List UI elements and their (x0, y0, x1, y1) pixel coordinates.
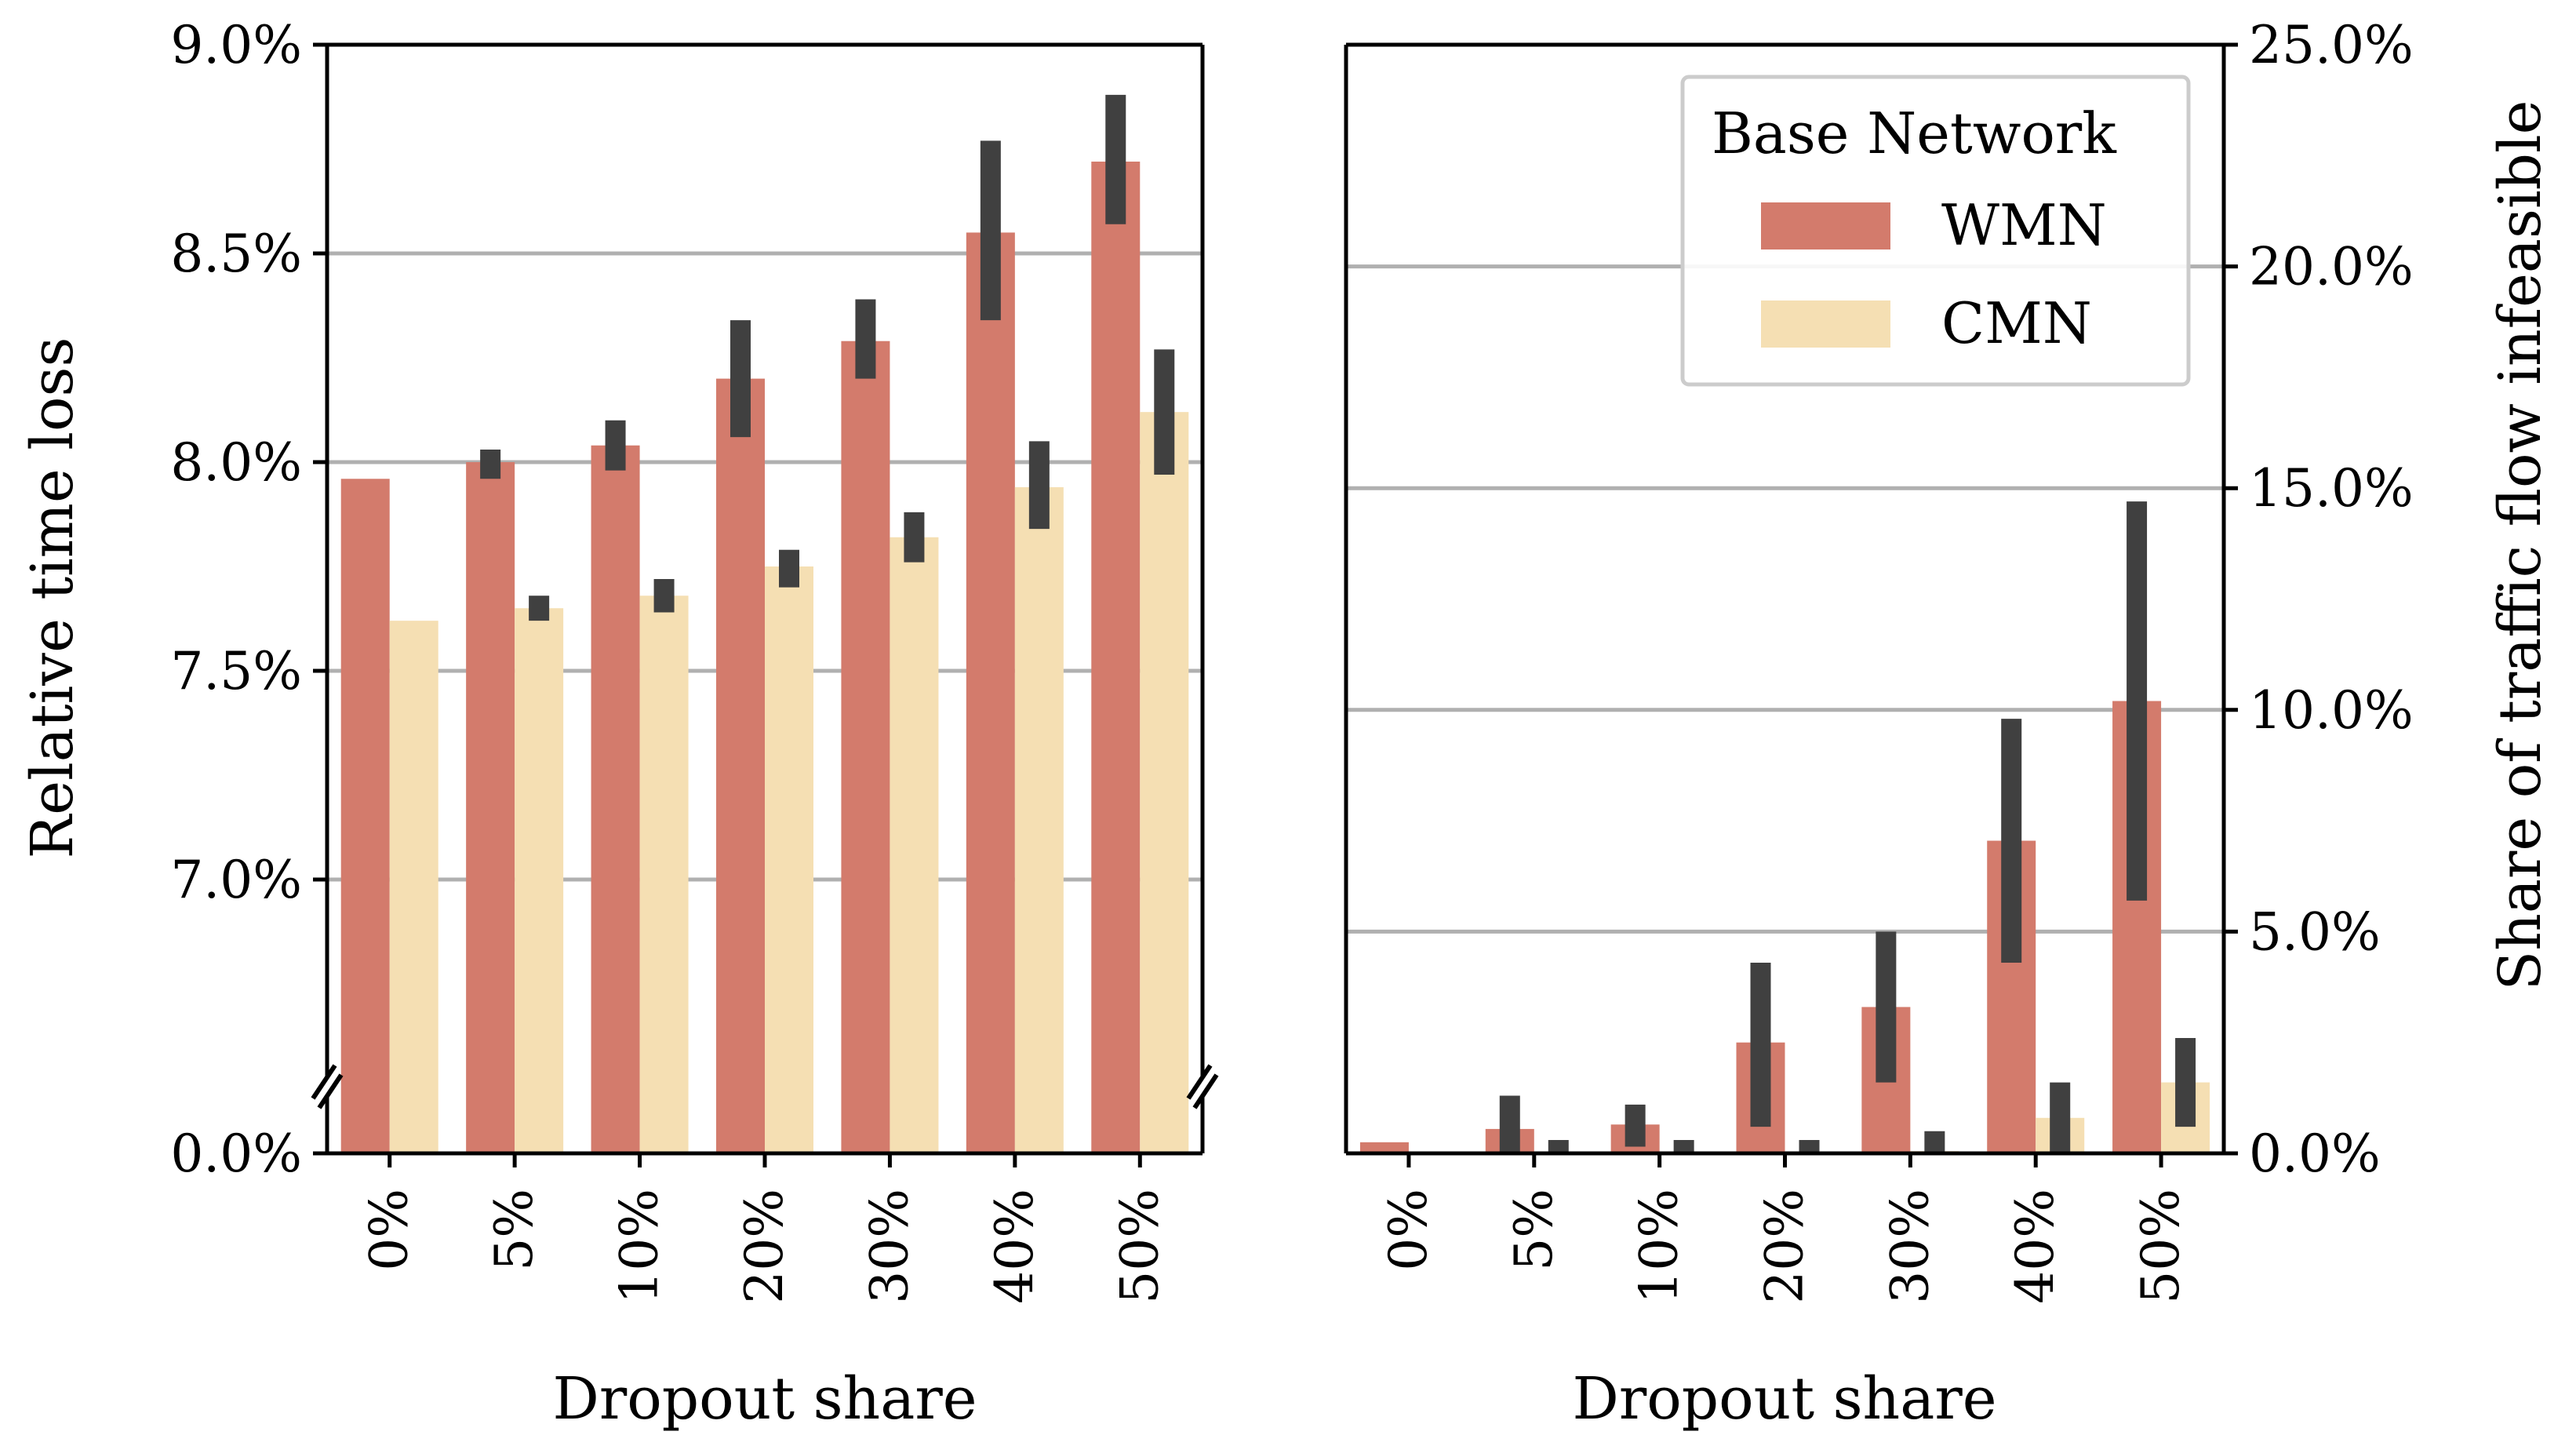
right-xtick-label-2: 10% (1629, 1189, 1690, 1304)
left-y-axis-label: Relative time loss (19, 337, 86, 859)
left-ytick-label-0: 0.0% (170, 1124, 302, 1184)
right-ytick-label-1: 5.0% (2249, 901, 2381, 962)
left-bar-cmn-5 (1014, 486, 1064, 1153)
left-bar-cmn-3 (765, 566, 813, 1153)
left-ytick-label-2: 7.5% (170, 641, 302, 701)
left-bar-cmn-0 (389, 621, 438, 1153)
left-axis-break-mark-b-1 (1192, 1073, 1219, 1109)
left-bar-wmn-2 (591, 445, 640, 1153)
legend-label-wmn: WMN (1941, 192, 2107, 258)
left-ytick-label-3: 8.0% (170, 432, 302, 493)
right-y-axis-label: Share of traffic flow infeasible (2487, 100, 2554, 991)
left-axis-break-mark-b-0 (317, 1073, 344, 1109)
left-xtick-label-5: 40% (984, 1189, 1045, 1304)
legend-swatch-wmn (1761, 202, 1890, 249)
right-xtick-label-3: 20% (1755, 1189, 1815, 1304)
left-axis-break-mark-a-1 (1186, 1064, 1213, 1100)
left-axis-break-mark-a-0 (311, 1064, 337, 1100)
right-ytick-label-5: 25.0% (2249, 15, 2414, 75)
left-panel-relative-time-loss: 0.0% 7.0% 7.5% 8.0% 8.5% 9.0% 0% 5% 10% 20% 30% 40%… (170, 15, 1219, 1304)
left-xtick-label-1: 5% (484, 1189, 544, 1271)
right-ytick-label-0: 0.0% (2249, 1124, 2381, 1184)
right-ytick-label-4: 20.0% (2249, 237, 2414, 297)
left-bar-wmn-5 (966, 232, 1015, 1153)
left-bar-cmn-2 (639, 596, 689, 1153)
left-x-axis-label: Dropout share (552, 1365, 977, 1433)
legend: Base Network WMN CMN (1680, 75, 2191, 387)
left-bar-cmn-6 (1140, 412, 1189, 1153)
right-xtick-label-6: 50% (2130, 1189, 2191, 1304)
right-panel-traffic-flow-infeasible: 0.0% 5.0% 10.0% 15.0% 20.0% 25.0% 0% 5% 10% 20% 30… (1344, 15, 2414, 1304)
left-ytick-label-5: 9.0% (170, 15, 302, 75)
right-xtick-label-5: 40% (2005, 1189, 2065, 1304)
legend-label-cmn: CMN (1941, 290, 2092, 356)
left-xtick-label-4: 30% (859, 1189, 919, 1304)
right-ytick-label-3: 15.0% (2249, 458, 2414, 519)
left-xtick-label-0: 0% (359, 1189, 420, 1271)
left-bar-wmn-0 (340, 479, 390, 1153)
right-bar-wmn-0 (1359, 1142, 1409, 1153)
right-xtick-label-0: 0% (1378, 1189, 1439, 1271)
right-x-axis-label: Dropout share (1572, 1365, 1996, 1433)
legend-swatch-cmn (1761, 300, 1890, 348)
right-xtick-label-4: 30% (1879, 1189, 1940, 1304)
left-bar-wmn-6 (1091, 161, 1141, 1154)
left-ytick-label-4: 8.5% (170, 224, 302, 284)
legend-title: Base Network (1712, 100, 2117, 166)
right-ytick-label-2: 10.0% (2249, 680, 2414, 741)
left-bar-wmn-1 (466, 462, 515, 1153)
left-ytick-label-1: 7.0% (170, 850, 302, 910)
left-xtick-label-3: 20% (734, 1189, 795, 1304)
left-bar-wmn-3 (716, 378, 765, 1154)
left-bar-wmn-4 (841, 341, 890, 1154)
left-bar-cmn-1 (515, 608, 564, 1153)
left-bar-cmn-4 (890, 537, 939, 1153)
right-xtick-label-1: 5% (1504, 1189, 1564, 1271)
left-xtick-label-2: 10% (609, 1189, 670, 1304)
left-xtick-label-6: 50% (1109, 1189, 1170, 1304)
